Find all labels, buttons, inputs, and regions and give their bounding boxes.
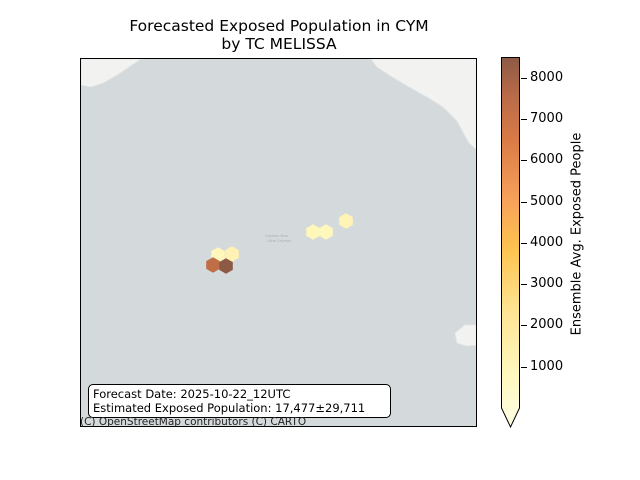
land-island-southeast [454, 324, 476, 347]
exposure-hex-layer [206, 213, 353, 274]
title-line-2: by TC MELISSA [221, 35, 337, 53]
colorbar-tick-mark [521, 78, 527, 79]
place-label-2: Little Cayman [267, 239, 291, 243]
hex-east-2 [319, 224, 333, 240]
colorbar-tick-mark [521, 243, 527, 244]
colorbar-tick-label: 1000 [530, 359, 564, 374]
map-attribution: (C) OpenStreetMap contributors (C) CARTO [80, 416, 307, 428]
hex-east-1 [306, 224, 320, 240]
colorbar-tick-label: 7000 [530, 111, 564, 126]
colorbar-tick-mark [521, 284, 527, 285]
colorbar-tick-label: 2000 [530, 317, 564, 332]
colorbar-tick-mark [521, 119, 527, 120]
colorbar-tick-mark [521, 160, 527, 161]
hex-west-3 [206, 257, 220, 273]
colorbar [501, 57, 520, 428]
estimated-population-text: Estimated Exposed Population: 17,477±29,… [93, 401, 366, 415]
title-line-1: Forecasted Exposed Population in CYM [129, 17, 429, 35]
colorbar-label: Ensemble Avg. Exposed People [569, 132, 585, 336]
place-label-1: Cayman Brac [265, 234, 289, 238]
map-panel[interactable]: Cayman Brac Little Cayman [80, 58, 477, 427]
map-title: Forecasted Exposed Population in CYM by … [80, 17, 478, 53]
colorbar-body [501, 57, 520, 428]
colorbar-tick-label: 6000 [530, 152, 564, 167]
land-cuba-west [81, 59, 142, 88]
colorbar-tick-label: 4000 [530, 235, 564, 250]
hex-west-2 [225, 246, 239, 262]
colorbar-tick-label: 3000 [530, 276, 564, 291]
colorbar-tick-mark [521, 202, 527, 203]
forecast-date-text: Forecast Date: 2025-10-22_12UTC [93, 387, 291, 401]
colorbar-tick-mark [521, 367, 527, 368]
land-cuba-east [370, 59, 476, 150]
colorbar-tick-label: 8000 [530, 70, 564, 85]
basemap: Cayman Brac Little Cayman [81, 59, 476, 347]
forecast-info-box: Forecast Date: 2025-10-22_12UTC Estimate… [88, 384, 391, 418]
hex-west-4 [219, 258, 233, 274]
hex-east-3 [339, 213, 353, 229]
colorbar-tick-label: 5000 [530, 194, 564, 209]
colorbar-tick-mark [521, 325, 527, 326]
